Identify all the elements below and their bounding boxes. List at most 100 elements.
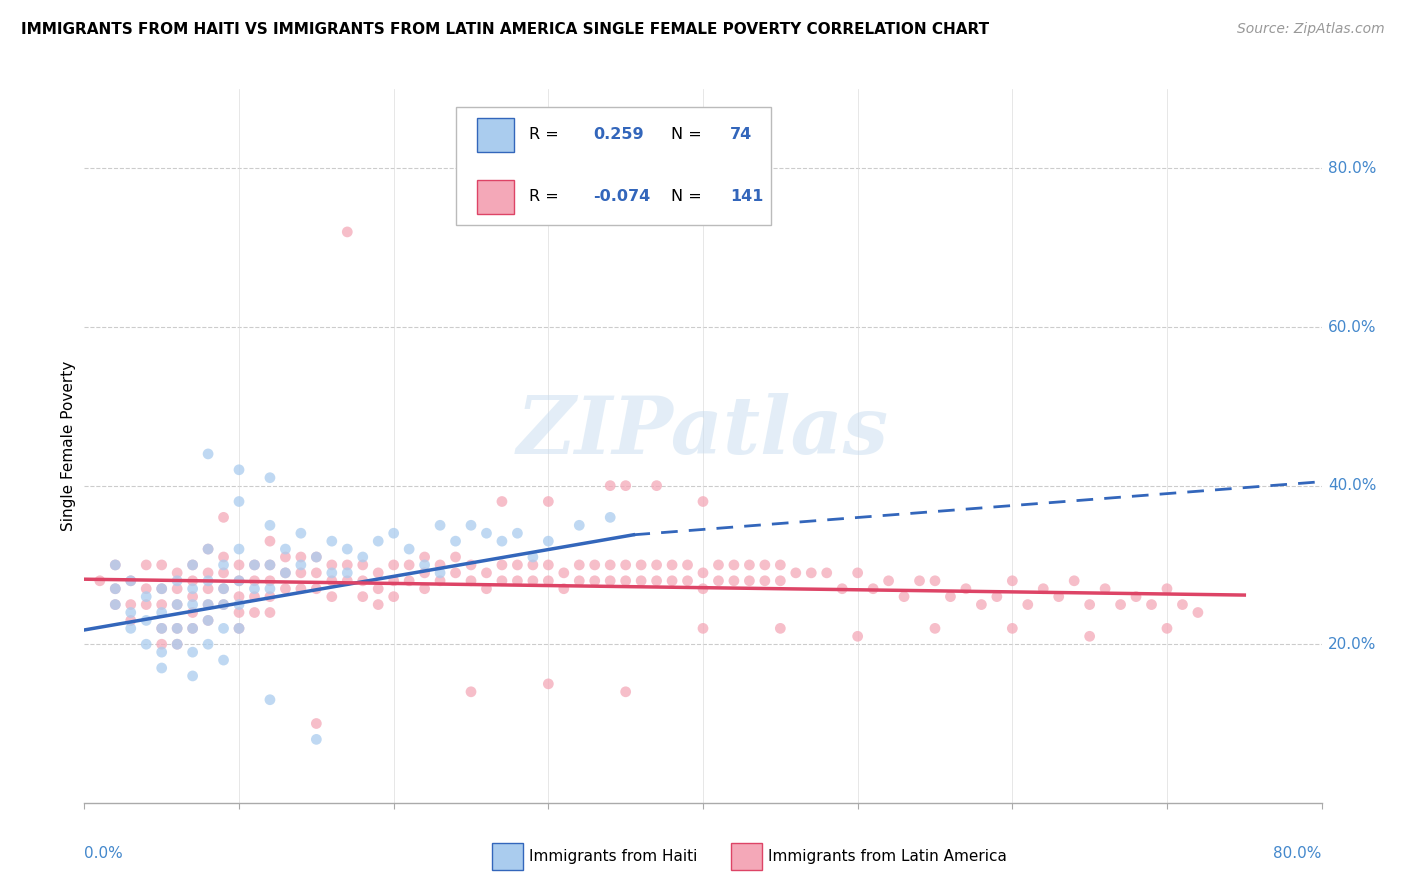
- Point: [228, 574, 250, 588]
- Point: [336, 574, 359, 588]
- Point: [599, 558, 621, 572]
- Point: [522, 549, 544, 564]
- Point: [553, 566, 575, 580]
- Point: [537, 558, 560, 572]
- Point: [382, 590, 405, 604]
- Point: [955, 582, 977, 596]
- Point: [599, 574, 621, 588]
- Point: [259, 590, 281, 604]
- Point: [120, 606, 142, 620]
- Point: [460, 558, 482, 572]
- Text: 0.259: 0.259: [593, 128, 644, 143]
- Point: [583, 558, 606, 572]
- Point: [259, 518, 281, 533]
- Point: [104, 582, 127, 596]
- Point: [104, 598, 127, 612]
- Point: [614, 685, 637, 699]
- Point: [537, 534, 560, 549]
- Point: [290, 582, 312, 596]
- Point: [181, 606, 204, 620]
- Point: [707, 574, 730, 588]
- Point: [491, 534, 513, 549]
- Point: [259, 534, 281, 549]
- Point: [676, 558, 699, 572]
- Point: [228, 621, 250, 635]
- Point: [429, 566, 451, 580]
- Point: [1001, 621, 1024, 635]
- Point: [197, 598, 219, 612]
- Text: N =: N =: [671, 189, 702, 204]
- Point: [970, 598, 993, 612]
- Point: [475, 582, 498, 596]
- Point: [150, 598, 173, 612]
- Point: [506, 558, 529, 572]
- Point: [1187, 606, 1209, 620]
- Point: [1078, 598, 1101, 612]
- Point: [630, 574, 652, 588]
- Point: [645, 558, 668, 572]
- Point: [274, 542, 297, 557]
- Point: [583, 574, 606, 588]
- Text: 60.0%: 60.0%: [1327, 319, 1376, 334]
- Point: [259, 692, 281, 706]
- Point: [862, 582, 884, 596]
- Point: [120, 574, 142, 588]
- Point: [429, 574, 451, 588]
- Point: [1156, 621, 1178, 635]
- Point: [197, 614, 219, 628]
- Point: [630, 558, 652, 572]
- Point: [738, 574, 761, 588]
- Text: ZIPatlas: ZIPatlas: [517, 393, 889, 470]
- Point: [197, 598, 219, 612]
- Point: [135, 598, 157, 612]
- Point: [800, 566, 823, 580]
- Point: [336, 542, 359, 557]
- Point: [336, 225, 359, 239]
- Point: [1001, 574, 1024, 588]
- Point: [367, 598, 389, 612]
- Point: [197, 566, 219, 580]
- Text: N =: N =: [671, 128, 702, 143]
- Point: [321, 558, 343, 572]
- Point: [228, 621, 250, 635]
- Point: [197, 637, 219, 651]
- Point: [568, 518, 591, 533]
- Point: [877, 574, 900, 588]
- Point: [228, 574, 250, 588]
- Bar: [477, 118, 513, 152]
- Point: [243, 574, 266, 588]
- Point: [150, 582, 173, 596]
- Point: [785, 566, 807, 580]
- Point: [166, 582, 188, 596]
- Point: [181, 590, 204, 604]
- Text: -0.074: -0.074: [593, 189, 650, 204]
- Point: [444, 566, 467, 580]
- Point: [290, 549, 312, 564]
- Point: [460, 685, 482, 699]
- Point: [181, 582, 204, 596]
- Point: [413, 549, 436, 564]
- Point: [290, 558, 312, 572]
- Point: [1063, 574, 1085, 588]
- Text: 74: 74: [730, 128, 752, 143]
- Point: [212, 582, 235, 596]
- Point: [506, 574, 529, 588]
- Point: [831, 582, 853, 596]
- Text: R =: R =: [529, 189, 558, 204]
- Point: [305, 716, 328, 731]
- Point: [1140, 598, 1163, 612]
- Point: [661, 574, 683, 588]
- Point: [181, 574, 204, 588]
- Point: [568, 574, 591, 588]
- Point: [135, 637, 157, 651]
- Text: Source: ZipAtlas.com: Source: ZipAtlas.com: [1237, 22, 1385, 37]
- Point: [274, 566, 297, 580]
- Point: [274, 549, 297, 564]
- Point: [986, 590, 1008, 604]
- Point: [614, 574, 637, 588]
- Point: [738, 558, 761, 572]
- Point: [290, 566, 312, 580]
- Point: [382, 574, 405, 588]
- Point: [104, 598, 127, 612]
- Point: [893, 590, 915, 604]
